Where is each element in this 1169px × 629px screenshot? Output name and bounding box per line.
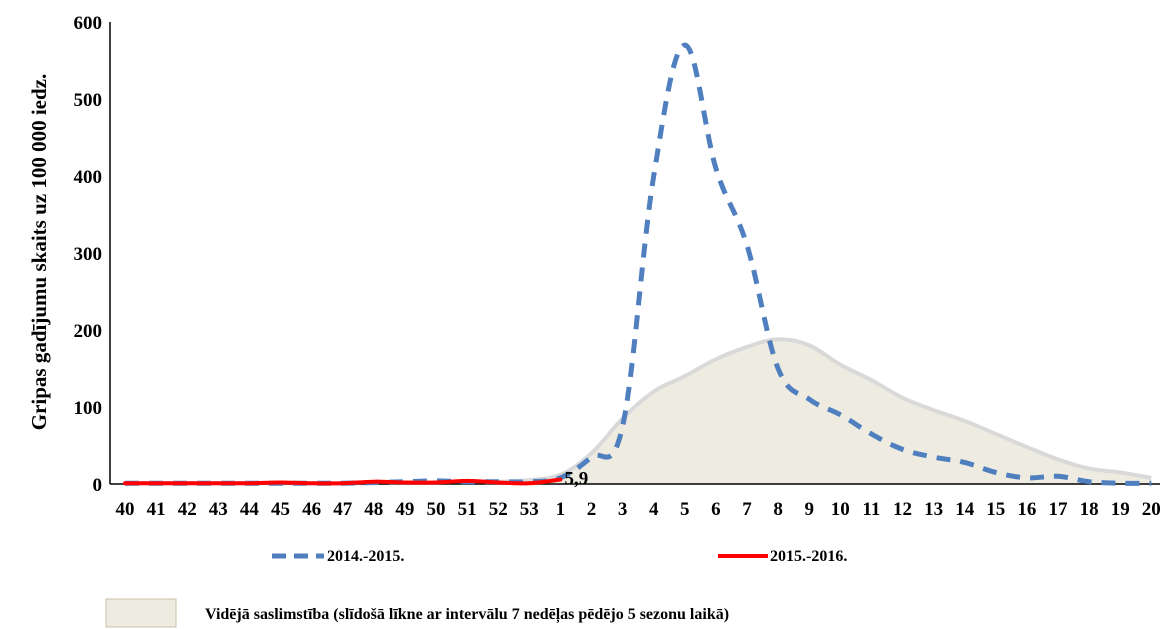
x-tick-label: 18 bbox=[1080, 499, 1099, 520]
y-tick-label: 500 bbox=[74, 90, 103, 111]
x-tick-label: 6 bbox=[711, 499, 721, 520]
y-tick-label: 400 bbox=[74, 167, 103, 188]
x-tick-label: 9 bbox=[804, 499, 814, 520]
x-tick-label: 1 bbox=[556, 499, 566, 520]
x-tick-label: 12 bbox=[893, 499, 912, 520]
series-lines-layer bbox=[123, 42, 1152, 486]
x-tick-label: 15 bbox=[986, 499, 1005, 520]
x-tick-label: 3 bbox=[618, 499, 628, 520]
x-tick-label: 41 bbox=[147, 499, 166, 520]
y-tick-label: 0 bbox=[93, 475, 103, 496]
x-tick-label: 49 bbox=[395, 499, 414, 520]
x-tick-label: 48 bbox=[364, 499, 383, 520]
y-tick-label: 200 bbox=[74, 321, 103, 342]
average-area-layer bbox=[125, 337, 1152, 486]
x-tick-label: 45 bbox=[271, 499, 290, 520]
legend-label-2015-2016: 2015.-2016. bbox=[770, 548, 847, 565]
x-tick-label: 40 bbox=[116, 499, 135, 520]
legend-label-2014-2015: 2014.-2015. bbox=[327, 548, 404, 565]
x-tick-label: 19 bbox=[1111, 499, 1130, 520]
y-axis-label: Gripas gadījumu skaits uz 100 000 iedz. bbox=[27, 74, 51, 430]
x-tick-label: 44 bbox=[240, 499, 260, 520]
x-tick-label: 52 bbox=[489, 499, 508, 520]
x-tick-label: 14 bbox=[955, 499, 975, 520]
y-tick-label: 100 bbox=[74, 398, 103, 419]
y-tick-label: 300 bbox=[74, 244, 103, 265]
x-tick-label: 5 bbox=[680, 499, 690, 520]
average-area-fill bbox=[125, 339, 1152, 484]
y-tick-label: 600 bbox=[74, 13, 103, 34]
x-tick-label: 20 bbox=[1142, 499, 1161, 520]
x-tick-label: 17 bbox=[1049, 499, 1069, 520]
series-line-2 bbox=[123, 477, 563, 486]
x-tick-label: 16 bbox=[1017, 499, 1036, 520]
x-tick-label: 51 bbox=[458, 499, 477, 520]
x-tick-label: 10 bbox=[831, 499, 850, 520]
x-tick-label: 4 bbox=[649, 499, 659, 520]
x-tick-label: 7 bbox=[742, 499, 752, 520]
annotations: 5,9 bbox=[565, 468, 589, 489]
x-tick-label: 2 bbox=[587, 499, 597, 520]
legend: 2014.-2015. 2015.-2016. Vidējā saslimstība… bbox=[105, 548, 847, 628]
x-tick-label: 42 bbox=[178, 499, 197, 520]
x-tick-label: 8 bbox=[773, 499, 783, 520]
legend-swatch-average bbox=[105, 598, 177, 628]
x-tick-label: 11 bbox=[862, 499, 880, 520]
x-tick-label: 46 bbox=[302, 499, 321, 520]
x-tick-label: 43 bbox=[209, 499, 228, 520]
legend-label-average: Vidējā saslimstība (slīdošā līkne ar int… bbox=[205, 606, 729, 624]
x-tick-label: 53 bbox=[520, 499, 539, 520]
series-line-1 bbox=[125, 42, 1152, 486]
x-tick-label: 50 bbox=[427, 499, 446, 520]
data-label: 5,9 bbox=[565, 468, 589, 489]
x-tick-label: 47 bbox=[333, 499, 353, 520]
x-tick-label: 13 bbox=[924, 499, 943, 520]
